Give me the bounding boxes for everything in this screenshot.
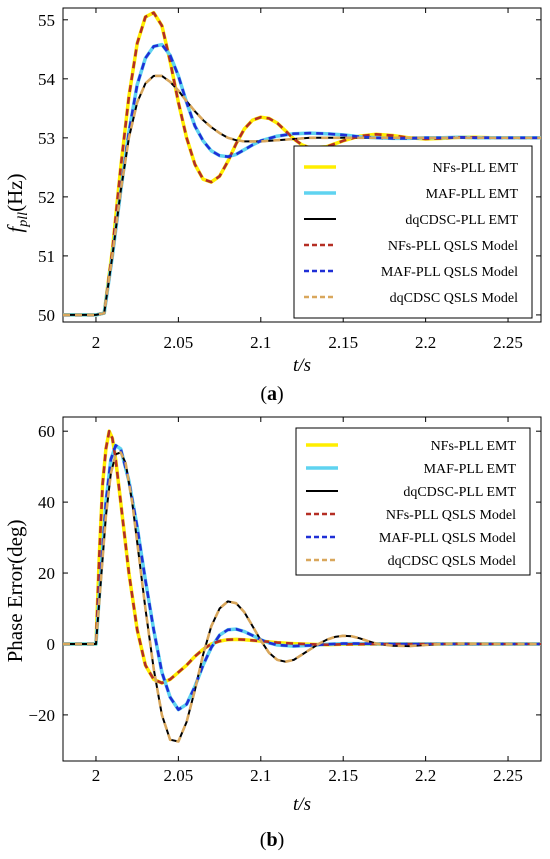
- y-tick-label: −20: [28, 706, 55, 725]
- panel-b-phase-error-chart: 2 2.05 2.1 2.15 2.2 2.25 −20 0 20 40 60 NFs-PLL EMT…: [3, 416, 542, 851]
- x-axis-label: t/s: [293, 794, 311, 815]
- panel-label-letter: b: [266, 829, 277, 851]
- y-axis-label-sub: pll: [16, 212, 31, 228]
- y-tick-label: 40: [38, 493, 55, 512]
- y-axis-label: Phase Error(deg): [3, 520, 27, 663]
- series-line-4: [63, 429, 541, 685]
- y-tick-label: 50: [38, 306, 55, 325]
- panel-label: (a): [260, 383, 283, 405]
- x-tick-label: 2.2: [415, 766, 436, 785]
- y-tick-label: 53: [38, 129, 55, 148]
- legend-label-5: MAF-PLL QSLS Model: [381, 265, 518, 280]
- x-axis-label: t/s: [293, 355, 311, 376]
- series-lines: [63, 429, 541, 743]
- legend-label-2: MAF-PLL EMT: [426, 187, 519, 202]
- x-tick-label: 2.15: [328, 766, 358, 785]
- panel-label-open: (: [260, 829, 267, 851]
- legend: NFs-PLL EMT MAF-PLL EMT dqCDSC-PLL EMT NFs-…: [293, 145, 533, 319]
- panel-label-close: ): [278, 829, 285, 851]
- panel-label-open: (: [260, 383, 267, 405]
- legend-label-4: NFs-PLL QSLS Model: [386, 508, 516, 523]
- legend-label-5: MAF-PLL QSLS Model: [379, 531, 516, 546]
- x-tick-label: 2: [92, 333, 101, 352]
- y-tick-label: 54: [38, 70, 56, 89]
- y-tick-label: 60: [38, 422, 55, 441]
- panel-label-letter: a: [267, 383, 277, 405]
- y-axis-label: fpll(Hz): [3, 173, 31, 232]
- y-tick-label: 0: [47, 635, 56, 654]
- legend-label-2: MAF-PLL EMT: [424, 462, 517, 477]
- panel-label: (b): [260, 829, 284, 851]
- legend-label-3: dqCDSC-PLL EMT: [405, 213, 518, 228]
- x-tick-label: 2.15: [328, 333, 358, 352]
- x-tick-label: 2.25: [493, 333, 523, 352]
- x-tick-label: 2.25: [493, 766, 523, 785]
- x-tick-label: 2.05: [164, 333, 194, 352]
- series-lines: [63, 10, 541, 317]
- y-tick-label: 51: [38, 247, 55, 266]
- legend: NFs-PLL EMT MAF-PLL EMT dqCDSC-PLL EMT NFs-…: [295, 427, 531, 576]
- y-axis-label-unit: (Hz): [3, 173, 27, 211]
- x-tick-label: 2.1: [250, 333, 271, 352]
- legend-label-1: NFs-PLL EMT: [433, 161, 519, 176]
- legend-box: [295, 427, 531, 576]
- x-tick-label: 2: [92, 766, 101, 785]
- legend-label-6: dqCDSC QSLS Model: [390, 291, 518, 306]
- legend-label-1: NFs-PLL EMT: [431, 439, 517, 454]
- panel-label-close: ): [277, 383, 284, 405]
- legend-label-3: dqCDSC-PLL EMT: [403, 485, 516, 500]
- y-tick-label: 20: [38, 564, 55, 583]
- y-axis-label-main: f: [3, 224, 27, 233]
- x-tick-label: 2.05: [164, 766, 194, 785]
- legend-label-6: dqCDSC QSLS Model: [388, 554, 516, 569]
- panel-a-frequency-chart: 2 2.05 2.1 2.15 2.2 2.25 50 51 52 53 54 55 NFs-PLL E…: [3, 7, 542, 405]
- legend-box: [293, 145, 533, 319]
- y-tick-label: 52: [38, 188, 55, 207]
- legend-label-4: NFs-PLL QSLS Model: [388, 239, 518, 254]
- y-tick-label: 55: [38, 11, 55, 30]
- series-line-6: [63, 74, 541, 317]
- x-tick-label: 2.1: [250, 766, 271, 785]
- x-tick-label: 2.2: [415, 333, 436, 352]
- series-line-6: [63, 451, 541, 743]
